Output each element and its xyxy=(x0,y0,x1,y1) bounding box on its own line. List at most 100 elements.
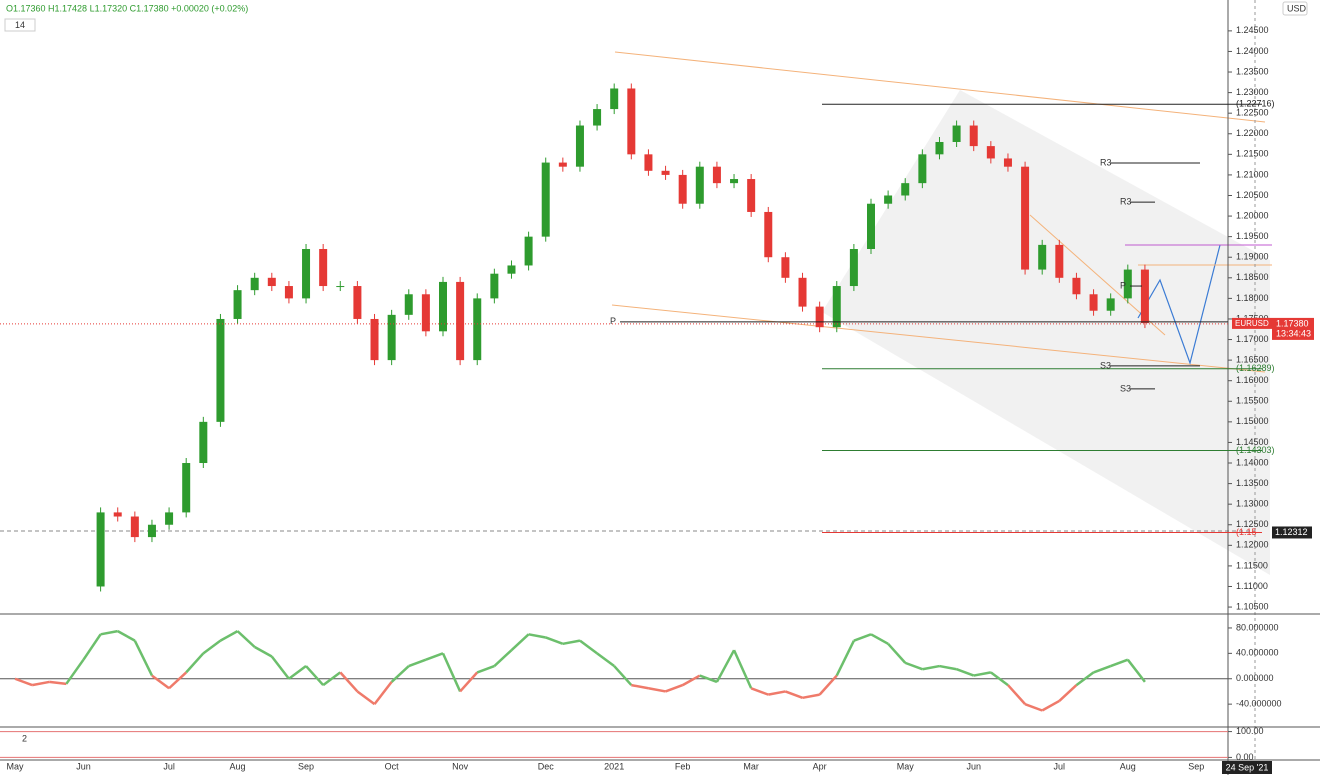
oscillator-segment xyxy=(596,652,615,668)
candle-body xyxy=(695,166,704,204)
candle-body xyxy=(627,88,636,155)
y-tick-label: 1.22500 xyxy=(1236,108,1269,118)
panel3-badge[interactable]: 2 xyxy=(22,733,27,743)
oscillator-segment xyxy=(1075,671,1095,687)
oscillator-segment xyxy=(100,629,118,636)
oscillator-segment xyxy=(784,690,803,699)
price-tag-box xyxy=(1272,317,1314,340)
currency-box[interactable] xyxy=(1282,1,1308,16)
candle-body xyxy=(781,257,790,278)
oscillator-segment xyxy=(699,674,718,684)
candle-body xyxy=(849,248,858,287)
y-tick-label: 1.11000 xyxy=(1236,581,1268,591)
price-tag: 1.17380 xyxy=(1276,318,1309,328)
date-tag: 24 Sep '21 xyxy=(1226,762,1269,772)
candle-body xyxy=(610,88,619,110)
x-tick-label: Dec xyxy=(538,761,555,771)
oscillator-segment xyxy=(853,633,872,642)
candle-body xyxy=(250,277,259,291)
y-tick-label: 1.16500 xyxy=(1236,354,1269,364)
oscillator-segment xyxy=(528,633,546,639)
oscillator-segment xyxy=(682,674,701,687)
candle-body xyxy=(302,248,311,299)
pivot-label: P xyxy=(610,316,616,326)
y-tick-label: 1.18500 xyxy=(1236,272,1269,282)
y-tick-label: 1.10500 xyxy=(1236,601,1269,611)
candle-body xyxy=(678,174,687,204)
y-tick-label: 1.19500 xyxy=(1236,231,1269,241)
oscillator-segment xyxy=(1024,702,1043,712)
oscillator-segment xyxy=(14,677,33,687)
x-tick-label: Aug xyxy=(1120,761,1136,771)
level-label: (1.22716) xyxy=(1236,99,1275,109)
oscillator-segment xyxy=(631,683,649,690)
candle-body xyxy=(524,236,533,266)
oscillator-segment xyxy=(715,649,736,683)
pivot-label: S3 xyxy=(1100,360,1111,370)
candle-body xyxy=(747,179,756,212)
currency-select[interactable]: USD xyxy=(1287,3,1307,13)
x-tick-label: Oct xyxy=(385,761,400,771)
pivot-label: R3 xyxy=(1100,157,1112,167)
oscillator-segment xyxy=(510,633,530,652)
oscillator-segment xyxy=(802,693,820,700)
candle-body xyxy=(1072,277,1081,295)
oscillator-segment xyxy=(1126,658,1146,683)
candle-body xyxy=(113,512,122,517)
pivot-label: P xyxy=(1120,280,1126,290)
candle-body xyxy=(182,463,191,513)
oscillator-segment xyxy=(990,671,1009,687)
pivot-label: S3 xyxy=(1120,383,1131,393)
oscillator-segment xyxy=(459,671,479,693)
oscillator-segment xyxy=(185,652,205,674)
indicator-badge-box[interactable] xyxy=(4,18,36,32)
ohlc-header: O1.17360 H1.17428 L1.17320 C1.17380 +0.0… xyxy=(6,3,248,13)
y-tick-label: 1.18000 xyxy=(1236,293,1269,303)
candle-body xyxy=(798,277,807,307)
y-tick-label: 1.13500 xyxy=(1236,478,1269,488)
indicator-badge[interactable]: 14 xyxy=(15,20,25,30)
countdown: 13:34:43 xyxy=(1276,328,1311,338)
level-label: (1.14303) xyxy=(1236,445,1275,455)
oscillator-segment xyxy=(476,664,495,674)
candle-body xyxy=(130,516,139,538)
y-tick-label: 1.23000 xyxy=(1236,87,1269,97)
oscillator-segment xyxy=(236,630,256,648)
candle-body xyxy=(233,290,242,319)
oscillator-segment xyxy=(425,652,444,661)
oscillator-segment xyxy=(254,645,273,658)
candle-body xyxy=(96,512,105,587)
y-tick-label: 1.17000 xyxy=(1236,334,1269,344)
cursor-tag-box xyxy=(1272,526,1312,539)
oscillator-segment xyxy=(904,661,923,671)
y-tick-label: 40.000000 xyxy=(1236,648,1279,658)
candle-body xyxy=(147,524,156,538)
oscillator-segment xyxy=(202,639,222,655)
oscillator-segment xyxy=(870,633,889,645)
oscillator-segment xyxy=(579,639,598,655)
oscillator-segment xyxy=(31,680,50,687)
oscillator-segment xyxy=(493,649,513,667)
y-tick-label: 1.21500 xyxy=(1236,149,1269,159)
oscillator-segment xyxy=(922,664,940,671)
y-tick-label: 1.15500 xyxy=(1236,396,1269,406)
candle-body xyxy=(764,211,773,258)
x-tick-label: Sep xyxy=(298,761,314,771)
candle-body xyxy=(319,248,328,287)
oscillator-segment xyxy=(168,671,188,690)
candle-body xyxy=(216,318,225,422)
oscillator-segment xyxy=(835,640,856,677)
oscillator-segment xyxy=(441,652,462,692)
candle-body xyxy=(832,286,841,328)
y-tick-label: 1.11500 xyxy=(1236,560,1268,570)
candle-body xyxy=(404,294,413,315)
oscillator-segment xyxy=(322,671,342,687)
candle-body xyxy=(336,286,345,288)
oscillator-segment xyxy=(939,664,957,671)
candle-body xyxy=(473,298,482,361)
candle-body xyxy=(986,146,995,159)
candle-body xyxy=(815,306,824,328)
y-tick-label: 1.23500 xyxy=(1236,66,1269,76)
x-tick-label: Jul xyxy=(163,761,175,771)
oscillator-segment xyxy=(562,639,581,646)
